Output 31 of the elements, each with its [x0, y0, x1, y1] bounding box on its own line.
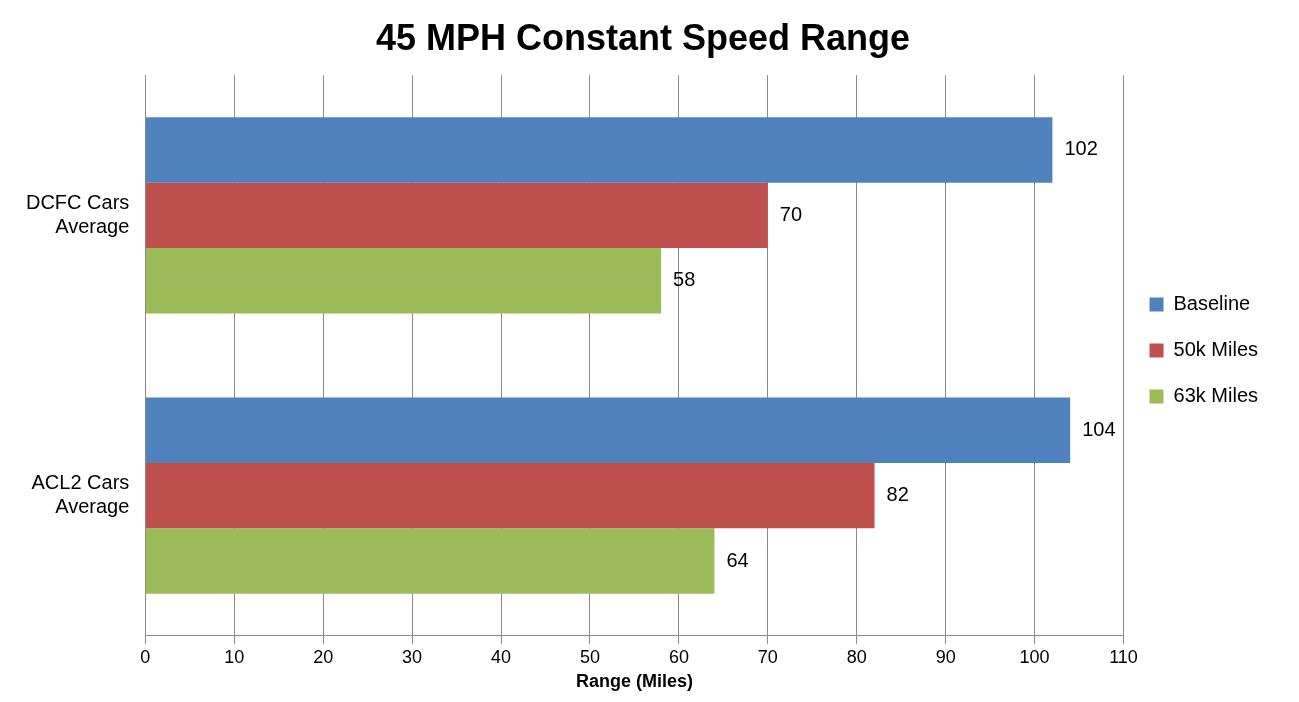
bar	[145, 528, 715, 594]
x-tick-label: 0	[140, 646, 151, 667]
bar	[145, 248, 662, 314]
x-tick-label: 90	[935, 646, 956, 667]
data-label: 82	[886, 483, 909, 506]
chart-title: 45 MPH Constant Speed Range	[375, 16, 911, 58]
data-label: 58	[673, 268, 696, 291]
x-tick-label: 100	[1019, 646, 1050, 667]
legend-label: 63k Miles	[1173, 384, 1259, 407]
data-label: 64	[726, 548, 749, 571]
x-tick-label: 50	[579, 646, 600, 667]
x-tick-label: 20	[313, 646, 334, 667]
bar	[145, 462, 875, 529]
y-tick-label: DCFC Cars Average	[25, 190, 130, 237]
data-label: 70	[779, 202, 803, 225]
x-tick-label: 40	[491, 646, 512, 667]
bar	[145, 117, 1053, 183]
x-tick-label: 70	[757, 646, 778, 667]
data-label: 104	[1082, 417, 1116, 440]
legend-label: Baseline	[1173, 292, 1251, 315]
x-tick-label: 30	[402, 646, 423, 667]
x-tick-label: 60	[668, 646, 689, 667]
x-tick-label: 110	[1109, 646, 1138, 667]
bar	[145, 397, 1071, 463]
x-axis-title: Range (Miles)	[575, 671, 693, 692]
y-tick-label: ACL2 Cars Average	[31, 471, 130, 518]
x-tick-label: 80	[846, 646, 867, 667]
legend-label: 50k Miles	[1173, 338, 1259, 361]
bar	[145, 182, 768, 249]
x-tick-label: 10	[224, 646, 245, 667]
data-label: 102	[1064, 137, 1098, 160]
